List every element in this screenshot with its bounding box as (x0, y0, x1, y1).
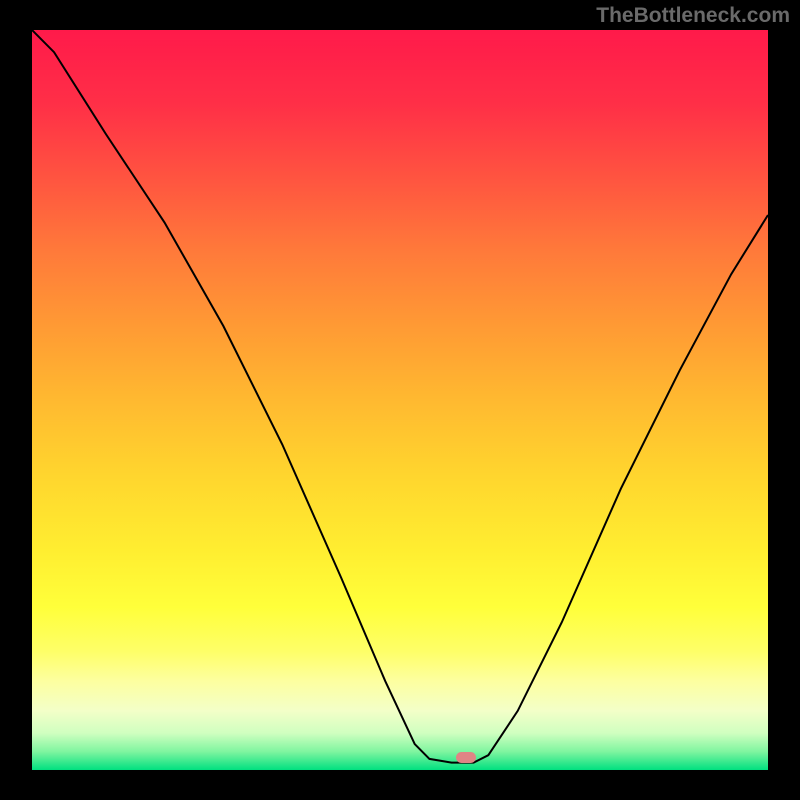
watermark-text: TheBottleneck.com (596, 4, 790, 28)
bottleneck-curve (32, 30, 768, 770)
chart-container: TheBottleneck.com (0, 0, 800, 800)
plot-area (32, 30, 768, 770)
optimal-marker (456, 752, 476, 763)
